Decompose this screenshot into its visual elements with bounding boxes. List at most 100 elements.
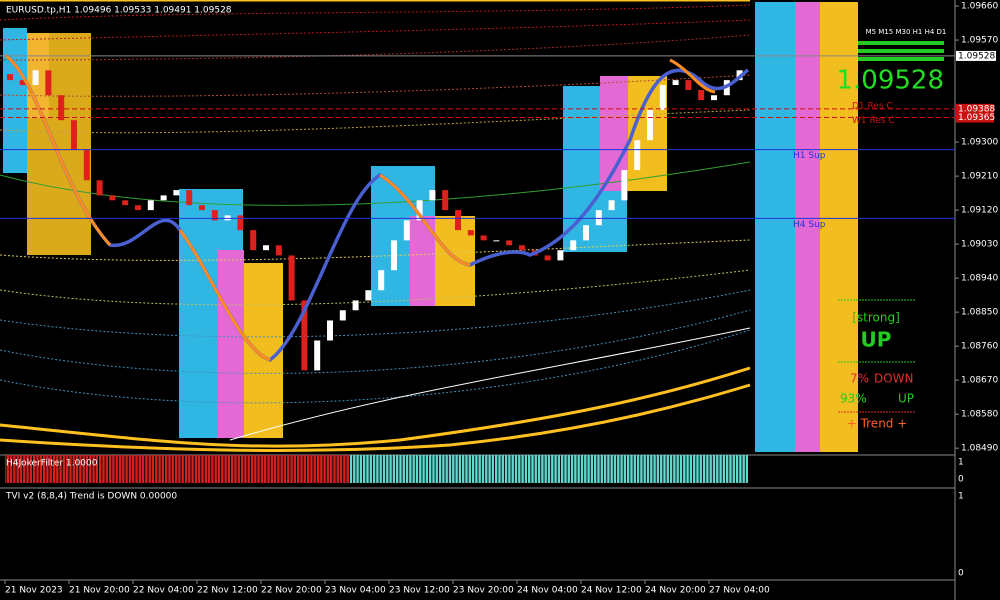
sub-tick: 0 [958, 475, 964, 485]
candle-body [135, 205, 141, 211]
up-label: UP [898, 392, 914, 406]
candle-body [403, 220, 410, 241]
x-tick-label: 23 Nov 12:00 [389, 586, 450, 596]
candle-body [301, 300, 308, 371]
candle-body [544, 255, 551, 261]
candle-body [211, 210, 218, 221]
signal-panel: M5 M15 M30 H1 H4 D1 1.09528 [strong] UP … [836, 28, 946, 431]
level-label: W1 Res C [852, 116, 895, 126]
x-tick-label: 23 Nov 04:00 [325, 586, 386, 596]
candle-body [455, 210, 461, 231]
price-big: 1.09528 [836, 66, 944, 96]
candle-body [263, 245, 269, 251]
filter-bars-red [5, 455, 350, 483]
candle-body [711, 95, 717, 101]
candle-body [391, 240, 397, 271]
candle-body [442, 190, 449, 211]
candle-body [71, 120, 77, 151]
candle-body [339, 310, 346, 321]
candle-body [608, 200, 615, 211]
y-tick-label: 1.09300 [961, 138, 998, 148]
y-tick-label: 1.08580 [961, 410, 998, 420]
candle-body [583, 225, 589, 241]
candle-body [378, 270, 385, 291]
filter-bars-cyan [350, 455, 748, 483]
candle-body [557, 250, 564, 261]
x-tick-label: 22 Nov 20:00 [261, 586, 322, 596]
candle-body [7, 74, 13, 81]
y-tick-label: 1.09030 [961, 240, 998, 250]
candle-body [698, 89, 705, 101]
down-label: DOWN [874, 372, 914, 386]
candle-body [19, 80, 26, 86]
candle-body [429, 190, 436, 201]
candle-body [45, 70, 52, 96]
candle-body [173, 190, 180, 196]
y-tick-label: 1.09120 [961, 206, 998, 216]
x-tick-label: 24 Nov 04:00 [517, 586, 578, 596]
subwindow-title: TVI v2 (8,8,4) Trend is DOWN 0.00000 [5, 492, 177, 502]
candle-body [634, 140, 641, 171]
x-tick-label: 24 Nov 20:00 [645, 586, 706, 596]
candle-body [519, 245, 525, 251]
candle-body [275, 245, 282, 256]
timeframes: M5 M15 M30 H1 H4 D1 [866, 28, 947, 36]
y-tick-label: 1.08670 [961, 376, 998, 386]
subwindow-title: H4JokerFilter 1.0000 [6, 459, 98, 469]
envelopes [0, 4, 751, 404]
candle-body [467, 230, 474, 236]
candle-body [96, 180, 103, 196]
direction: UP [861, 328, 892, 352]
y-tick-label: 1.08760 [961, 342, 998, 352]
price-axis: 1.09660 1.09570 1.09300 1.09210 1.09120 1.090… [955, 2, 998, 454]
level-label: H1 Sup [793, 151, 826, 161]
candle-body [58, 95, 65, 121]
level-price-label: 1.09365 [958, 113, 995, 123]
candle-body [416, 200, 423, 221]
candle-body [570, 240, 577, 251]
sub-tick: 1 [958, 458, 964, 468]
candle-body [147, 200, 154, 211]
level-label: H4 Sup [793, 220, 826, 230]
x-tick-label: 21 Nov 20:00 [69, 586, 130, 596]
candle-body [621, 170, 628, 201]
level-price-box [956, 112, 994, 123]
candle-body [160, 195, 167, 201]
candles [7, 70, 743, 371]
sub-tick: 1 [958, 492, 964, 502]
trend-line-bear [4, 53, 716, 362]
candle-body [314, 340, 321, 371]
candle-body [327, 320, 333, 341]
candle-body [659, 85, 666, 110]
candle-body [186, 190, 193, 206]
candle-body [199, 205, 205, 211]
x-tick-label: 22 Nov 04:00 [133, 586, 194, 596]
bands [0, 0, 751, 452]
candle-body [83, 150, 90, 181]
candle-body [288, 255, 295, 301]
y-tick-label: 1.09660 [961, 2, 998, 12]
candle-body [647, 109, 653, 141]
sub-tick: 0 [958, 569, 964, 579]
x-tick-label: 27 Nov 04:00 [709, 586, 770, 596]
down-pct: 7% [850, 372, 869, 386]
x-tick-label: 23 Nov 20:00 [453, 586, 514, 596]
y-tick-label: 1.09210 [961, 172, 998, 182]
candle-body [493, 240, 500, 242]
current-price-box [956, 50, 996, 61]
candle-body [109, 195, 116, 201]
trend-label: + Trend + [847, 417, 908, 431]
candle-body [506, 240, 513, 246]
y-tick-label: 1.09570 [961, 36, 998, 46]
candle-body [365, 290, 372, 301]
up-pct: 93% [840, 392, 867, 406]
level-label: D1 Res C [852, 101, 893, 111]
candle-body [595, 210, 602, 226]
candle-body [672, 80, 679, 86]
x-tick-label: 24 Nov 12:00 [581, 586, 642, 596]
candle-body [250, 230, 257, 251]
candle-body [224, 215, 231, 221]
candle-body [480, 235, 487, 241]
